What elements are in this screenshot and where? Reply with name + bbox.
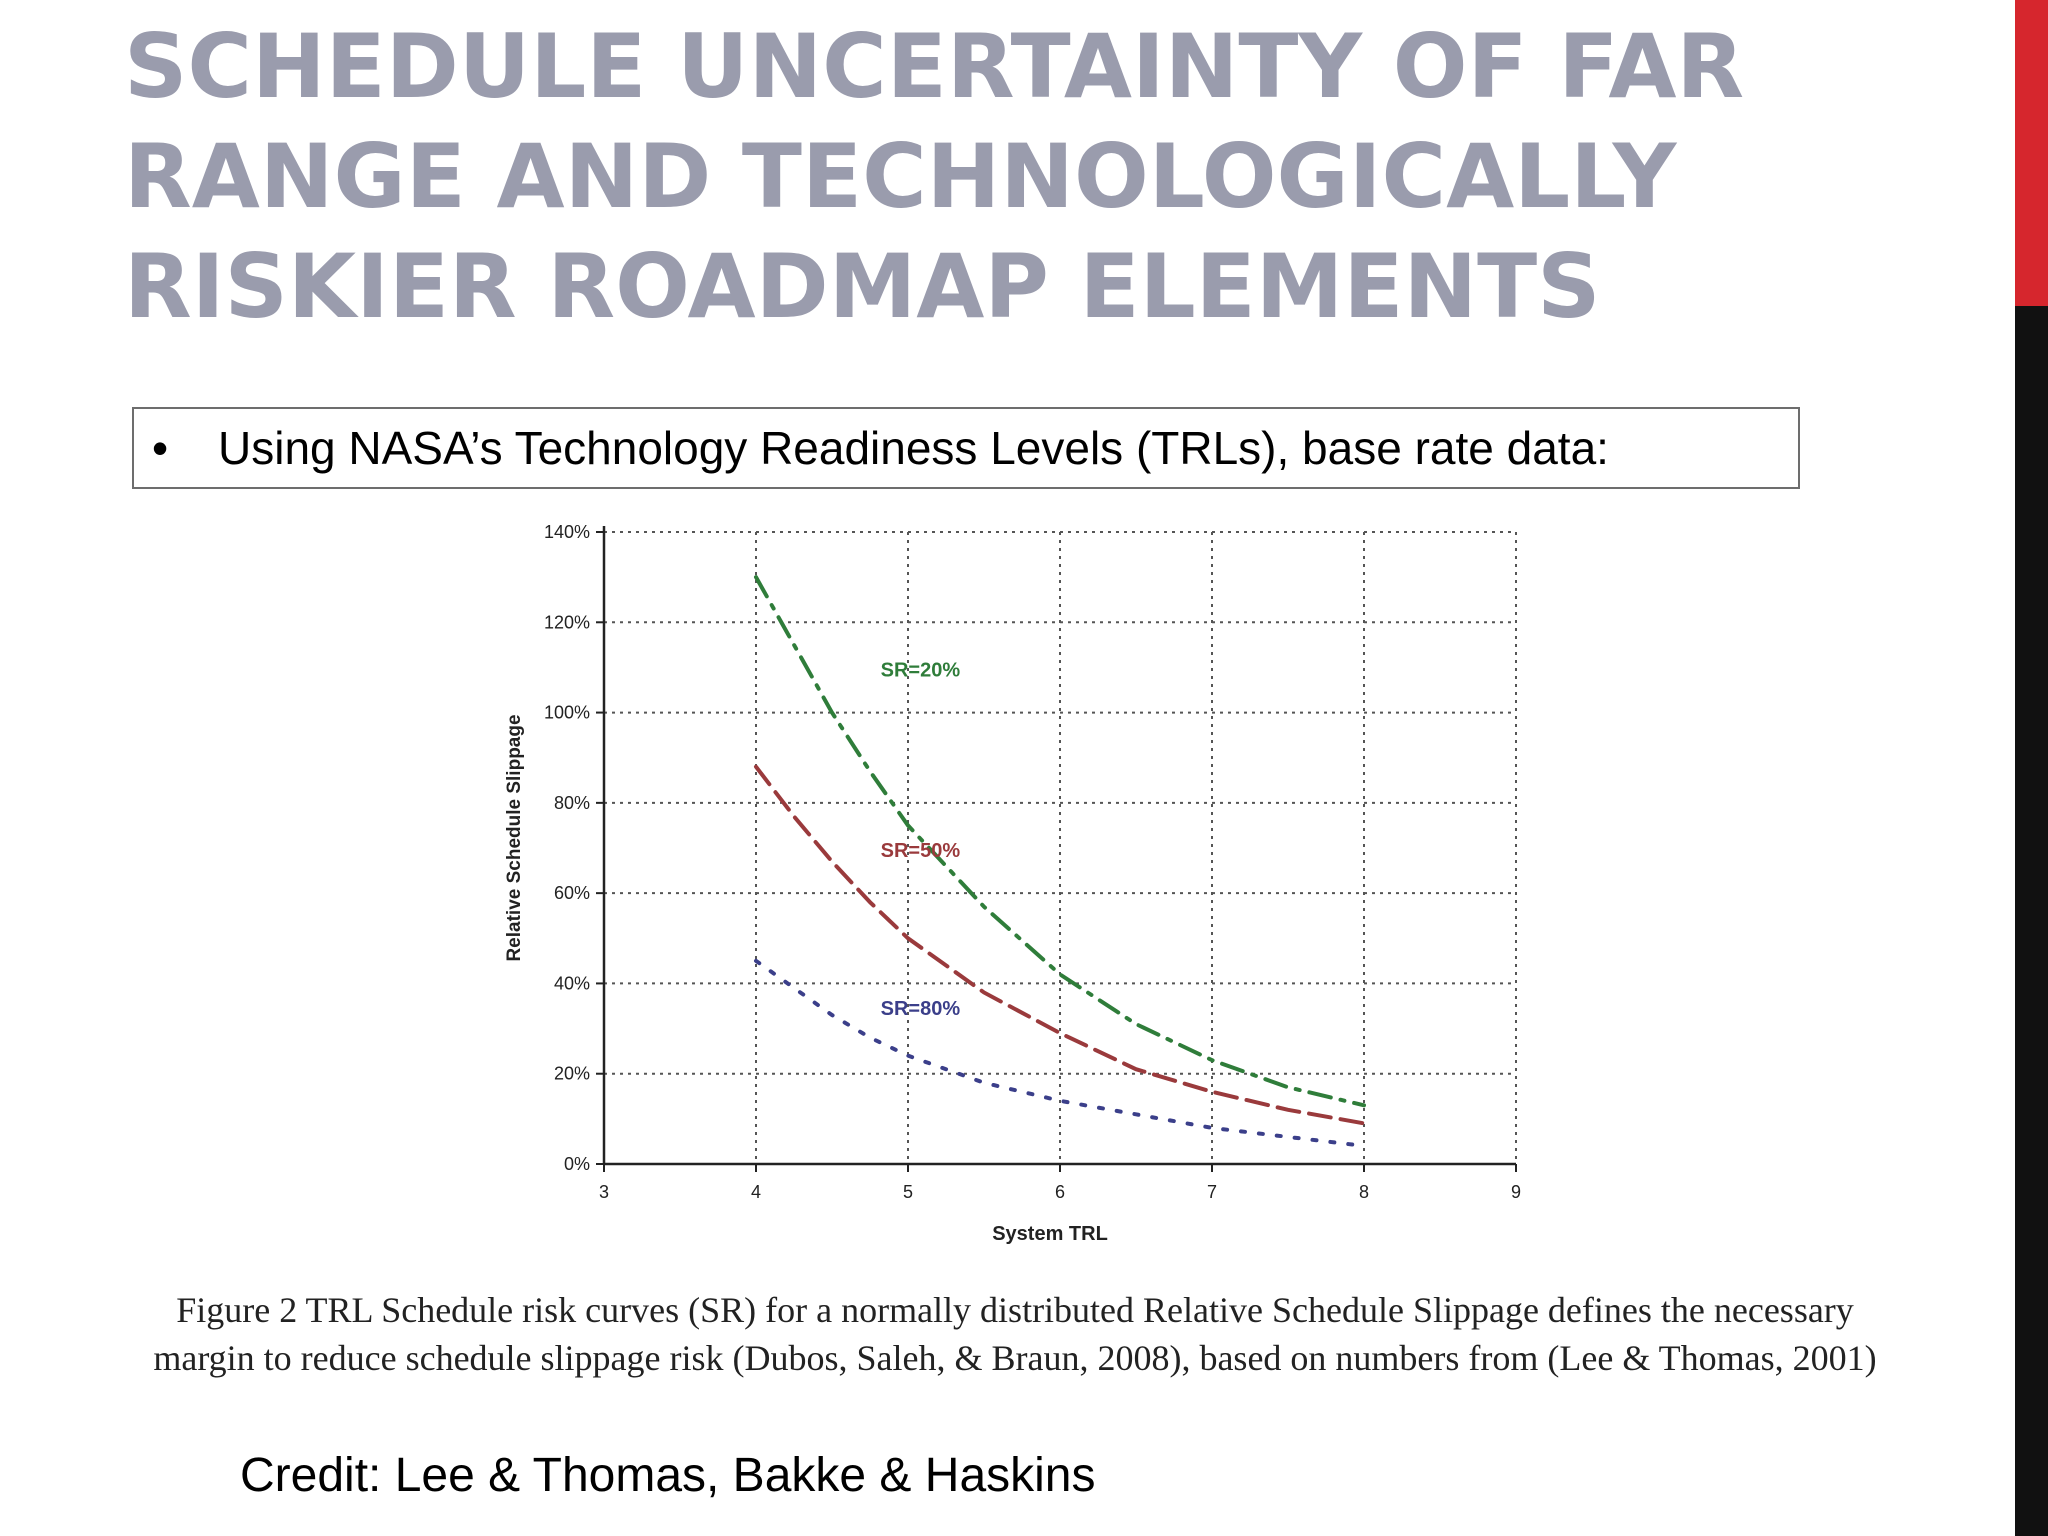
series-line-2 bbox=[754, 764, 1366, 1126]
x-tick-label: 6 bbox=[1055, 1182, 1065, 1202]
accent-bar-black bbox=[2015, 306, 2048, 1536]
y-tick-label: 100% bbox=[544, 703, 590, 723]
x-tick-label: 4 bbox=[751, 1182, 761, 1202]
bullet-marker: • bbox=[152, 422, 169, 474]
x-tick-label: 5 bbox=[903, 1182, 913, 1202]
y-tick-label: 140% bbox=[544, 522, 590, 542]
y-tick-label: 60% bbox=[554, 883, 590, 903]
bullet-box: • Using NASA’s Technology Readiness Leve… bbox=[132, 407, 1800, 489]
y-tick-label: 40% bbox=[554, 973, 590, 993]
series-line-3 bbox=[754, 958, 1366, 1148]
series-line-1 bbox=[754, 575, 1366, 1108]
y-tick-label: 80% bbox=[554, 793, 590, 813]
x-axis-label: System TRL bbox=[992, 1223, 1108, 1245]
x-tick-label: 9 bbox=[1511, 1182, 1521, 1202]
series-annotation-3: SR=80% bbox=[881, 998, 961, 1020]
x-tick-label: 3 bbox=[599, 1182, 609, 1202]
figure-caption: Figure 2 TRL Schedule risk curves (SR) f… bbox=[153, 1290, 1877, 1378]
series-annotation-2: SR=50% bbox=[881, 840, 961, 862]
trl-risk-chart: 3 4 5 6 7 8 9 0% 20% 40% 60% 80% 100% 120% 140% System … bbox=[504, 522, 1521, 1245]
y-axis-label: Relative Schedule Slippage bbox=[504, 714, 525, 961]
y-tick-label: 0% bbox=[564, 1154, 590, 1174]
series-annotation-1: SR=20% bbox=[881, 659, 961, 681]
bullet-text: Using NASA’s Technology Readiness Levels… bbox=[218, 422, 1609, 474]
accent-bar-red bbox=[2015, 0, 2048, 306]
slide-title: SCHEDULE UNCERTAINTY OF FAR RANGE AND TE… bbox=[124, 15, 1745, 338]
credit-text: Credit: Lee & Thomas, Bakke & Haskins bbox=[240, 1449, 1096, 1502]
y-tick-label: 20% bbox=[554, 1064, 590, 1084]
y-tick-label: 120% bbox=[544, 612, 590, 632]
x-tick-label: 8 bbox=[1359, 1182, 1369, 1202]
x-tick-label: 7 bbox=[1207, 1182, 1217, 1202]
